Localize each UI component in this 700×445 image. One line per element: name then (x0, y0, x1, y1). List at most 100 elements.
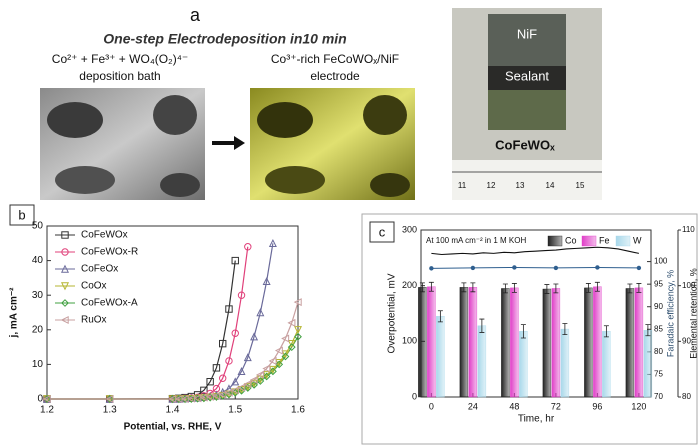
x-tick-label: 1.4 (166, 405, 180, 416)
electrode-label: Co³⁺-rich FeCoWOₓ/NiF (271, 52, 399, 66)
marker (206, 378, 214, 386)
bar (436, 316, 445, 398)
error-bar (627, 283, 633, 294)
x-tick-label: 0 (429, 401, 434, 411)
y-tick-label: 0 (412, 391, 417, 401)
x-tick-label: 1.2 (40, 405, 54, 416)
y-tick-label: 20 (32, 324, 44, 335)
legend-label: CoFeWOx-A (81, 298, 138, 309)
marker (268, 238, 277, 247)
y-tick-label: 300 (402, 224, 417, 234)
marker (243, 353, 252, 362)
panel-frame (361, 213, 698, 445)
marker (287, 318, 296, 327)
marker (199, 393, 208, 402)
plot-frame (420, 229, 652, 398)
marker (218, 390, 227, 399)
y3-tick-label: 100 (682, 281, 696, 290)
marker (262, 277, 271, 286)
bar (477, 325, 487, 398)
x-tick-label: 1.5 (228, 405, 242, 416)
x-axis-label: Potential, vs. RHE, V (124, 422, 222, 433)
marker (61, 248, 69, 256)
marker (60, 282, 70, 291)
legend-swatch (547, 235, 563, 247)
photo-label: NiF (517, 26, 537, 41)
error-bar (645, 324, 651, 337)
y3-tick-label: 110 (682, 225, 695, 234)
bar (634, 287, 644, 398)
error-bar (437, 310, 443, 323)
bar (468, 287, 478, 398)
marker (250, 332, 259, 341)
ruler-tick: 14 (546, 181, 555, 190)
error-bar (428, 281, 434, 292)
y3-axis-label: Elemental retention, % (688, 268, 698, 359)
marker (105, 394, 114, 404)
bath-label: Co²⁺ + Fe³⁺ + WO₄(O₂)⁴⁻ (52, 52, 188, 66)
error-bar (603, 325, 609, 338)
marker (237, 367, 246, 376)
ruler-tick: 11 (458, 181, 467, 190)
y-tick-label: 200 (402, 280, 417, 290)
marker (231, 329, 239, 337)
faradaic-point (595, 265, 600, 270)
bar (560, 328, 570, 398)
marker (231, 388, 240, 397)
legend-label: Fe (599, 235, 610, 245)
error-bar (594, 281, 600, 292)
faradaic-point (470, 265, 476, 271)
marker (231, 256, 239, 265)
marker (262, 372, 271, 381)
panel-label-box (9, 204, 35, 226)
y-tick-label: 0 (37, 394, 43, 405)
marker (60, 264, 70, 273)
bar (418, 287, 427, 398)
error-bar (470, 282, 476, 293)
bar (459, 287, 469, 398)
marker (256, 370, 265, 379)
y-tick-label: 30 (32, 290, 44, 301)
marker (250, 380, 258, 389)
bath-label: deposition bath (79, 69, 160, 83)
x-tick-label: 1.3 (103, 405, 117, 416)
error-bar (520, 324, 526, 339)
bar (510, 287, 519, 398)
series-line (47, 329, 299, 400)
y-tick-label: 50 (32, 221, 44, 232)
marker (237, 386, 246, 395)
legend-label: CoFeOx (81, 264, 118, 275)
sem-image (250, 88, 415, 200)
panel-title: One-step Electrodeposition in10 min (103, 31, 346, 47)
marker (61, 231, 69, 239)
annotation: At 100 mA cm⁻² in 1 M KOH (426, 236, 526, 245)
ruler-tick: 12 (487, 181, 496, 190)
marker (225, 357, 233, 365)
bar (584, 287, 593, 398)
error-bar (461, 282, 467, 293)
y-tick-label: 10 (32, 359, 44, 370)
error-bar (511, 283, 517, 293)
faradaic-point (512, 265, 517, 270)
arrow (212, 136, 245, 150)
error-bar (553, 283, 559, 294)
y2-tick-label: 85 (654, 324, 663, 333)
electrode-photo (452, 8, 602, 200)
marker (268, 356, 277, 365)
marker (212, 364, 221, 372)
marker (212, 391, 221, 400)
legend-label: RuOx (81, 315, 107, 326)
faradaic-point (429, 266, 434, 271)
series-line (47, 336, 299, 400)
marker (224, 388, 233, 397)
legend-swatch (581, 235, 597, 247)
marker (219, 339, 227, 348)
legend-label: Co (565, 235, 577, 245)
marker (225, 305, 233, 313)
legend-label: CoOx (81, 281, 107, 292)
error-bar (419, 282, 425, 293)
series-line (47, 246, 249, 400)
bar (501, 288, 510, 398)
marker (231, 377, 240, 386)
